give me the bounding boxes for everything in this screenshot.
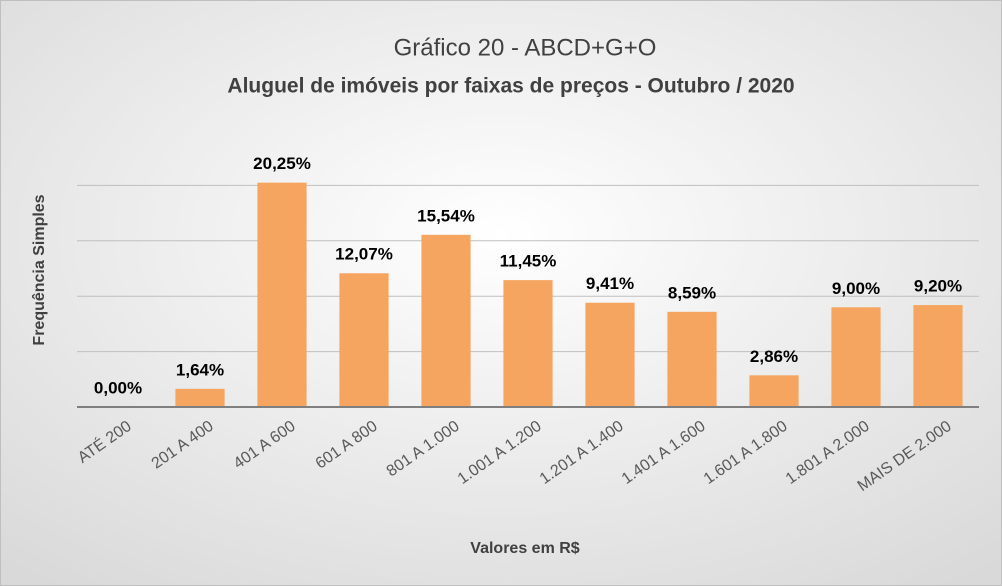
- data-label: 15,54%: [417, 206, 475, 225]
- y-axis-label: Frequência Simples: [31, 194, 48, 345]
- data-label: 11,45%: [500, 252, 557, 271]
- bar: [749, 375, 799, 407]
- chart-title: Gráfico 20 - ABCD+G+O: [394, 34, 657, 61]
- data-label: 9,41%: [586, 274, 634, 293]
- bar: [421, 234, 471, 407]
- bar: [585, 302, 635, 407]
- data-label: 1,64%: [176, 360, 224, 379]
- bar: [257, 182, 307, 407]
- data-label: 8,59%: [668, 283, 716, 302]
- x-axis-label: Valores em R$: [470, 540, 580, 557]
- bar: [503, 280, 553, 407]
- data-label: 12,07%: [335, 245, 393, 264]
- bar: [831, 307, 881, 407]
- data-label: 2,86%: [750, 347, 798, 366]
- data-label: 0,00%: [94, 378, 142, 397]
- bar: [339, 273, 389, 407]
- data-label: 20,25%: [253, 154, 311, 173]
- bar: [667, 311, 717, 407]
- bar: [175, 388, 225, 407]
- chart-subtitle: Aluguel de imóveis por faixas de preços …: [227, 75, 794, 98]
- data-label: 9,00%: [832, 279, 880, 298]
- data-label: 9,20%: [914, 277, 962, 296]
- bar: [913, 305, 963, 407]
